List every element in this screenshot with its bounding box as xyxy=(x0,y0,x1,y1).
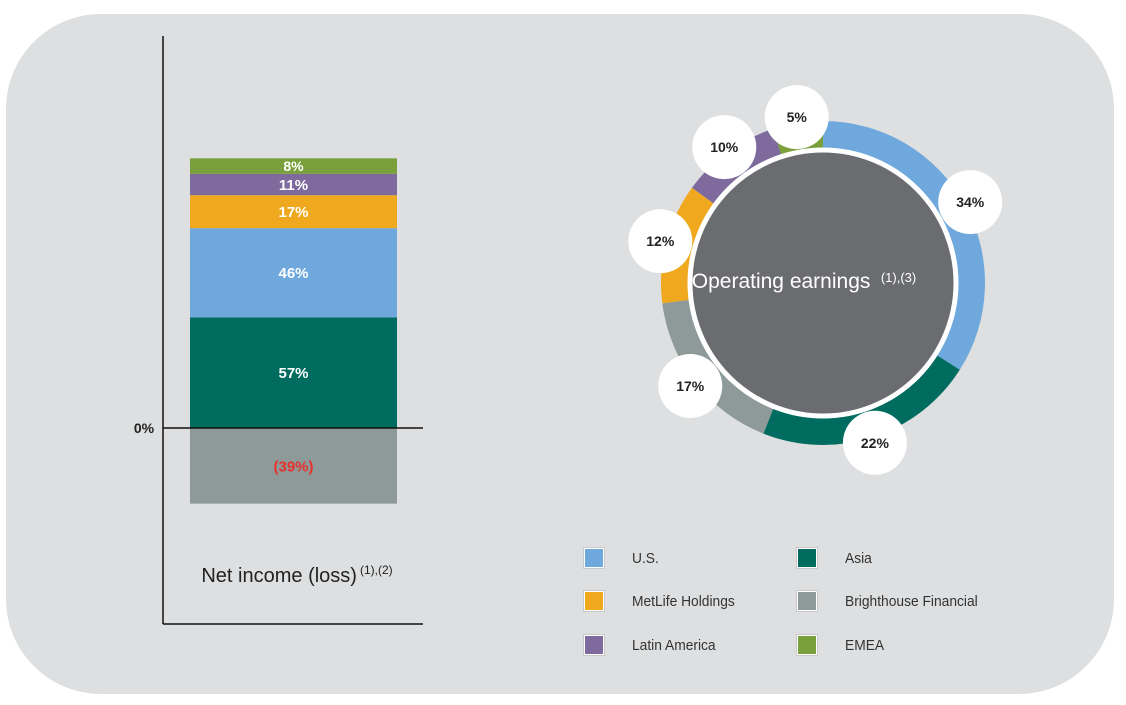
donut-bubble-brighthouse-financial xyxy=(658,353,723,418)
legend-label-brighthouse: Brighthouse Financial xyxy=(845,592,978,610)
donut-chart: 34% 22% 17% 12% 10% 5% xyxy=(628,85,1003,475)
legend-swatch-metlife-holdings xyxy=(584,591,604,611)
donut-title-note: (1),(3) xyxy=(881,270,916,285)
bar-label-brighthouse-financial: (39%) xyxy=(273,458,313,475)
legend-label-us: U.S. xyxy=(632,549,659,567)
donut-label-metlife-holdings: 12% xyxy=(646,233,675,249)
legend-item-latin-america: Latin America xyxy=(584,634,723,656)
bar-segment-emea xyxy=(190,158,397,174)
bar-label-latin-america: 11% xyxy=(279,177,308,194)
bar-label-emea: 8% xyxy=(283,158,304,174)
bar-segment-brighthouse-financial xyxy=(190,428,397,504)
zero-baseline-label: 0% xyxy=(134,420,155,436)
legend: U.S. Asia MetLife Holdings Brighthouse F… xyxy=(584,547,1004,667)
legend-label-asia: Asia xyxy=(845,549,872,567)
donut-label-asia: 22% xyxy=(861,435,890,451)
legend-item-us: U.S. xyxy=(584,547,661,569)
bar-segment-latin-america xyxy=(190,173,397,196)
legend-swatch-emea xyxy=(797,635,817,655)
donut-label-latin-america: 10% xyxy=(710,139,739,155)
legend-label-latin-america: Latin America xyxy=(632,636,716,654)
donut-center-title: Operating earnings (1),(3) xyxy=(692,270,916,293)
donut-label-brighthouse-financial: 17% xyxy=(676,378,705,394)
bar-chart-title: Net income (loss) xyxy=(201,565,357,587)
legend-item-emea: EMEA xyxy=(797,634,888,656)
bar-label-metlife-holdings: 17% xyxy=(278,204,308,221)
bar-label-u-s: 46% xyxy=(278,265,308,282)
donut-bubble-emea xyxy=(764,85,829,150)
legend-swatch-latin-america xyxy=(584,635,604,655)
legend-item-asia: Asia xyxy=(797,547,874,569)
donut-center xyxy=(687,147,959,419)
bar-segment-u-s xyxy=(190,228,397,318)
donut-bubble-u-s xyxy=(938,170,1003,235)
legend-swatch-us xyxy=(584,548,604,568)
legend-label-metlife-holdings: MetLife Holdings xyxy=(632,592,735,610)
bar-chart: 57% 46% 17% 11% 8% (39%) xyxy=(190,158,397,504)
legend-swatch-brighthouse xyxy=(797,591,817,611)
donut-label-u-s: 34% xyxy=(956,194,985,210)
legend-item-metlife-holdings: MetLife Holdings xyxy=(584,590,744,612)
donut-bubble-latin-america xyxy=(692,115,757,180)
bar-chart-caption: Net income (loss) (1),(2) xyxy=(172,563,422,588)
donut-title-text: Operating earnings xyxy=(692,270,871,293)
legend-item-brighthouse: Brighthouse Financial xyxy=(797,590,989,612)
bar-segment-asia xyxy=(190,317,397,428)
bar-segment-metlife-holdings xyxy=(190,195,397,229)
legend-swatch-asia xyxy=(797,548,817,568)
donut-label-emea: 5% xyxy=(787,109,808,125)
legend-label-emea: EMEA xyxy=(845,636,885,654)
bar-chart-title-note: (1),(2) xyxy=(359,563,393,577)
bar-label-asia: 57% xyxy=(278,365,308,382)
donut-bubble-asia xyxy=(842,410,907,475)
donut-bubble-metlife-holdings xyxy=(628,209,693,274)
